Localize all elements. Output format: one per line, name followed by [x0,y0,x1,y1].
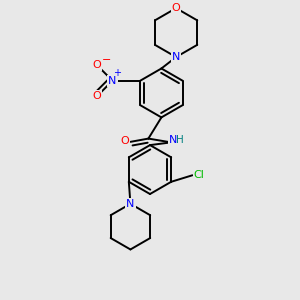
Text: N: N [169,135,177,145]
Text: O: O [93,91,102,101]
Text: Cl: Cl [194,169,204,180]
Text: N: N [108,76,117,86]
Text: −: − [102,55,112,65]
Text: N: N [172,52,180,62]
Text: O: O [93,60,102,70]
Text: O: O [172,3,181,13]
Text: H: H [176,135,184,145]
Text: O: O [120,136,129,146]
Text: +: + [113,68,122,78]
Text: N: N [126,199,135,209]
